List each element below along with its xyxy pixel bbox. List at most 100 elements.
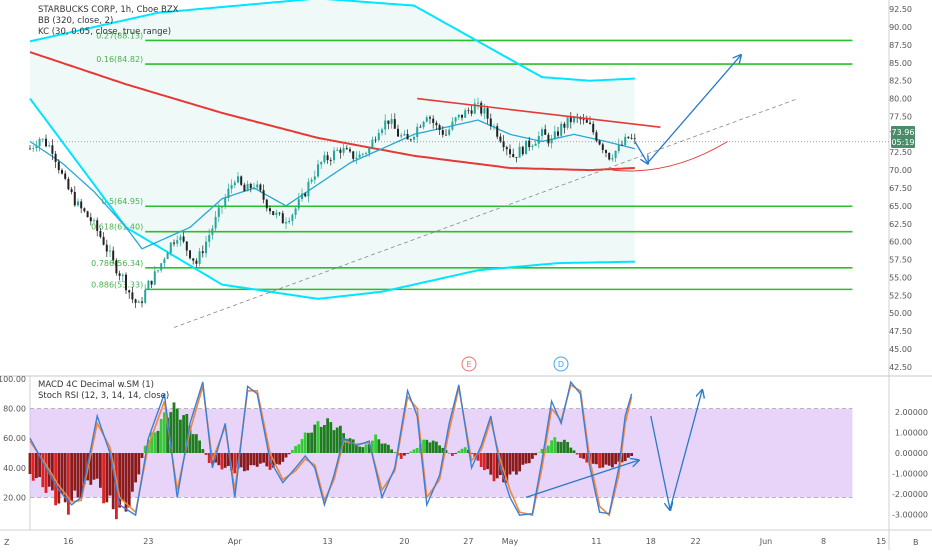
candle-body	[39, 139, 41, 146]
candle-body	[55, 154, 57, 162]
macd-tick-label: -1.00000	[892, 470, 928, 479]
candle-body	[435, 123, 437, 125]
macd-histogram-bar	[224, 453, 227, 468]
candle-body	[586, 120, 588, 123]
time-tick-label: 13	[323, 537, 333, 546]
macd-histogram-bar	[262, 453, 265, 463]
macd-histogram-bar	[326, 418, 329, 453]
macd-histogram-bar	[521, 453, 524, 465]
macd-histogram-bar	[134, 453, 137, 482]
legend-kc[interactable]: KC (30, 0.05, close, true range)	[38, 27, 171, 37]
candle-body	[400, 135, 402, 136]
candle-body	[103, 237, 105, 245]
candle-body	[128, 290, 130, 292]
macd-histogram-bar	[403, 453, 406, 456]
candle-body	[80, 202, 82, 209]
macd-histogram-bar	[384, 444, 387, 454]
candle-body	[541, 129, 543, 136]
legend-stoch-rsi[interactable]: Stoch RSI (12, 3, 14, 14, close)	[38, 391, 169, 401]
candle-body	[135, 299, 137, 302]
candle-body	[58, 162, 60, 170]
price-tick-label: 70.00	[889, 166, 912, 175]
macd-tick-label: -3.00000	[892, 511, 928, 520]
macd-histogram-bar	[493, 453, 496, 481]
macd-histogram-bar	[32, 453, 35, 481]
candle-body	[339, 150, 341, 153]
macd-histogram-bar	[563, 440, 566, 453]
candle-body	[157, 270, 159, 271]
macd-histogram-bar	[528, 453, 531, 463]
candle-body	[416, 127, 418, 137]
candle-body	[35, 146, 37, 148]
macd-histogram-bar	[413, 449, 416, 453]
price-tick-label: 50.00	[889, 309, 912, 318]
candle-body	[355, 158, 357, 159]
candle-body	[499, 137, 501, 142]
macd-tick-label: -2.00000	[892, 490, 928, 499]
candle-body	[269, 208, 271, 211]
candle-body	[448, 130, 450, 135]
macd-histogram-bar	[256, 453, 259, 467]
candle-body	[381, 130, 383, 133]
price-badge: 73.96	[892, 128, 915, 137]
legend-macd[interactable]: MACD 4C Decimal w.SM (1)	[38, 380, 154, 390]
macd-histogram-bar	[579, 453, 582, 458]
macd-histogram-bar	[323, 425, 326, 453]
macd-histogram-bar	[630, 453, 633, 456]
macd-histogram-bar	[301, 439, 304, 453]
time-tick-label: 15	[876, 537, 886, 546]
macd-histogram-bar	[320, 427, 323, 453]
price-tick-label: 77.50	[889, 113, 912, 122]
candle-body	[205, 242, 207, 254]
macd-histogram-bar	[438, 445, 441, 453]
candle-body	[285, 222, 287, 223]
candle-body	[211, 228, 213, 235]
macd-histogram-bar	[329, 422, 332, 453]
stoch-rsi-zone	[30, 409, 852, 498]
time-tick-label: 23	[143, 537, 153, 546]
candle-body	[282, 213, 284, 223]
candle-body	[442, 130, 444, 135]
macd-histogram-bar	[333, 430, 336, 453]
candle-body	[384, 121, 386, 130]
macd-histogram-bar	[361, 447, 364, 453]
macd-histogram-bar	[131, 453, 134, 492]
macd-histogram-bar	[285, 453, 288, 458]
macd-histogram-bar	[153, 432, 156, 453]
macd-histogram-bar	[400, 453, 403, 459]
candle-body	[583, 119, 585, 120]
candle-body	[615, 151, 617, 158]
legend-symbol[interactable]: STARBUCKS CORP, 1h, Cboe BZX	[38, 5, 179, 15]
price-tick-label: 72.50	[889, 148, 912, 157]
macd-histogram-bar	[93, 453, 96, 480]
macd-histogram-bar	[576, 453, 579, 455]
macd-histogram-bar	[457, 451, 460, 453]
candle-body	[557, 131, 559, 135]
legend-bb[interactable]: BB (320, close, 2)	[38, 16, 113, 26]
candle-body	[253, 188, 255, 189]
macd-histogram-bar	[483, 453, 486, 470]
macd-histogram-bar	[425, 440, 428, 453]
candle-body	[589, 123, 591, 124]
macd-histogram-bar	[253, 453, 256, 465]
macd-histogram-bar	[422, 440, 425, 453]
candle-body	[605, 150, 607, 153]
time-tick-label: 20	[399, 537, 409, 546]
macd-histogram-bar	[137, 453, 140, 474]
candle-body	[327, 155, 329, 160]
candle-body	[509, 149, 511, 154]
corner-left-label[interactable]: Z	[4, 538, 10, 547]
macd-histogram-bar	[70, 453, 73, 501]
candle-body	[336, 150, 338, 151]
macd-histogram-bar	[601, 453, 604, 468]
candle-body	[320, 162, 322, 164]
stoch-tick-label: 60.00	[3, 434, 26, 443]
candle-body	[240, 176, 242, 184]
candle-body	[67, 179, 69, 189]
corner-right-label[interactable]: B	[913, 538, 919, 547]
time-tick-label: 22	[691, 537, 701, 546]
macd-histogram-bar	[608, 453, 611, 466]
macd-histogram-bar	[105, 453, 108, 502]
